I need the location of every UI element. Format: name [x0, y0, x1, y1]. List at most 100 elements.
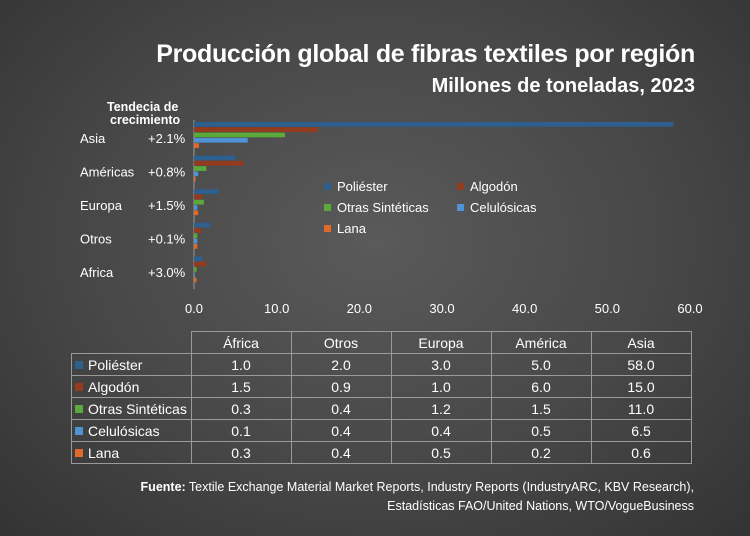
series-name: Poliéster — [88, 356, 143, 373]
bar-lana — [194, 176, 196, 182]
chart-title: Producción global de fibras textiles por… — [156, 40, 695, 68]
bar-sinteticas — [194, 233, 198, 239]
bar-algodon — [194, 127, 318, 132]
series-swatch — [75, 426, 83, 435]
legend-label: Otras Sintéticas — [337, 200, 429, 215]
legend-swatch — [324, 204, 331, 211]
table-cell: 0.5 — [490, 419, 592, 442]
x-tick-label: 10.0 — [264, 301, 289, 316]
series-name: Celulósicas — [88, 422, 160, 439]
category-label: Europa — [80, 198, 123, 213]
legend-swatch — [324, 183, 331, 190]
bar-poliester — [194, 256, 203, 262]
table-cell: 0.9 — [290, 375, 392, 398]
table-column-header: Otros — [290, 331, 392, 354]
table-row: Celulósicas 0.1 0.4 0.4 0.5 6.5 — [71, 419, 692, 442]
bar-algodon — [194, 194, 203, 200]
table-column-header: Europa — [390, 331, 492, 354]
table-cell: 0.4 — [290, 419, 392, 442]
bar-poliester — [194, 189, 219, 194]
table-cell: 0.3 — [190, 441, 292, 464]
bar-celulosicas — [194, 272, 195, 277]
series-name: Lana — [88, 444, 120, 461]
table-cell: 15.0 — [590, 375, 692, 398]
series-swatch — [75, 448, 83, 457]
table-cell: 0.4 — [290, 397, 392, 420]
source-line-2: Estadísticas FAO/United Nations, WTO/Vog… — [387, 499, 694, 513]
table-cell: 1.0 — [390, 375, 492, 398]
table-corner-cell — [71, 331, 192, 354]
bar-algodon — [194, 261, 207, 267]
table-row-label: Poliéster — [71, 353, 192, 376]
bar-sinteticas — [194, 199, 204, 205]
chart-subtitle: Millones de toneladas, 2023 — [431, 75, 695, 97]
bar-lana — [194, 277, 197, 283]
table-cell: 11.0 — [590, 397, 692, 420]
bar-celulosicas — [194, 238, 198, 244]
table-row-label: Algodón — [71, 375, 192, 398]
table-row-label: Lana — [71, 441, 192, 464]
table-cell: 0.4 — [290, 441, 392, 464]
table-cell: 0.6 — [590, 441, 692, 464]
bar-sinteticas — [194, 267, 197, 272]
legend-label: Celulósicas — [470, 200, 537, 215]
bar-poliester — [194, 155, 236, 161]
bar-algodon — [194, 228, 202, 233]
table-column-header: Asia — [590, 331, 692, 354]
bar-celulosicas — [194, 137, 248, 143]
series-name: Otras Sintéticas — [88, 400, 187, 417]
trend-header: crecimiento — [110, 113, 181, 127]
category-label: Américas — [80, 164, 135, 179]
series-swatch — [75, 404, 83, 413]
table-cell: 0.5 — [390, 441, 492, 464]
table-cell: 1.2 — [390, 397, 492, 420]
legend-label: Algodón — [470, 179, 518, 194]
category-label: Asia — [80, 131, 106, 146]
table-column-header: África — [190, 331, 292, 354]
x-tick-label: 50.0 — [595, 301, 620, 316]
table-cell: 2.0 — [290, 353, 392, 376]
trend-header: Tendecia de — [107, 100, 178, 114]
source-note: Fuente: Textile Exchange Material Market… — [141, 478, 694, 516]
bar-poliester — [194, 122, 674, 127]
table-row: Algodón 1.5 0.9 1.0 6.0 15.0 — [71, 375, 692, 398]
x-tick-label: 20.0 — [347, 301, 372, 316]
series-name: Algodón — [88, 378, 140, 395]
legend-swatch — [457, 204, 464, 211]
trend-label: +3.0% — [148, 265, 186, 280]
table-cell: 5.0 — [490, 353, 592, 376]
legend-label: Lana — [337, 221, 367, 236]
source-label: Fuente: — [140, 480, 186, 494]
table-cell: 3.0 — [390, 353, 492, 376]
data-table: África Otros Europa América Asia Poliést… — [71, 331, 692, 464]
trend-label: +0.8% — [148, 164, 186, 179]
table-cell: 58.0 — [590, 353, 692, 376]
table-cell: 1.5 — [490, 397, 592, 420]
table-cell: 0.3 — [190, 397, 292, 420]
bar-poliester — [194, 222, 211, 228]
table-cell: 1.0 — [190, 353, 292, 376]
legend-label: Poliéster — [337, 179, 388, 194]
bar-lana — [194, 244, 198, 249]
x-tick-label: 40.0 — [512, 301, 537, 316]
series-swatch — [75, 382, 83, 391]
table-row: Poliéster 1.0 2.0 3.0 5.0 58.0 — [71, 353, 692, 376]
table-cell: 0.2 — [490, 441, 592, 464]
table-cell: 0.4 — [390, 419, 492, 442]
category-label: Africa — [80, 265, 114, 280]
table-header-row: África Otros Europa América Asia — [71, 331, 692, 354]
trend-label: +2.1% — [148, 131, 186, 146]
x-tick-label: 30.0 — [429, 301, 454, 316]
legend-swatch — [457, 183, 464, 190]
table-cell: 6.5 — [590, 419, 692, 442]
table-cell: 0.1 — [190, 419, 292, 442]
table-cell: 1.5 — [190, 375, 292, 398]
table-column-header: América — [490, 331, 592, 354]
table-row-label: Celulósicas — [71, 419, 192, 442]
trend-label: +0.1% — [148, 232, 186, 247]
legend-swatch — [324, 225, 331, 232]
table-row: Lana 0.3 0.4 0.5 0.2 0.6 — [71, 441, 692, 464]
bar-algodon — [194, 160, 244, 166]
bar-sinteticas — [194, 166, 207, 171]
x-tick-label: 60.0 — [677, 301, 702, 316]
